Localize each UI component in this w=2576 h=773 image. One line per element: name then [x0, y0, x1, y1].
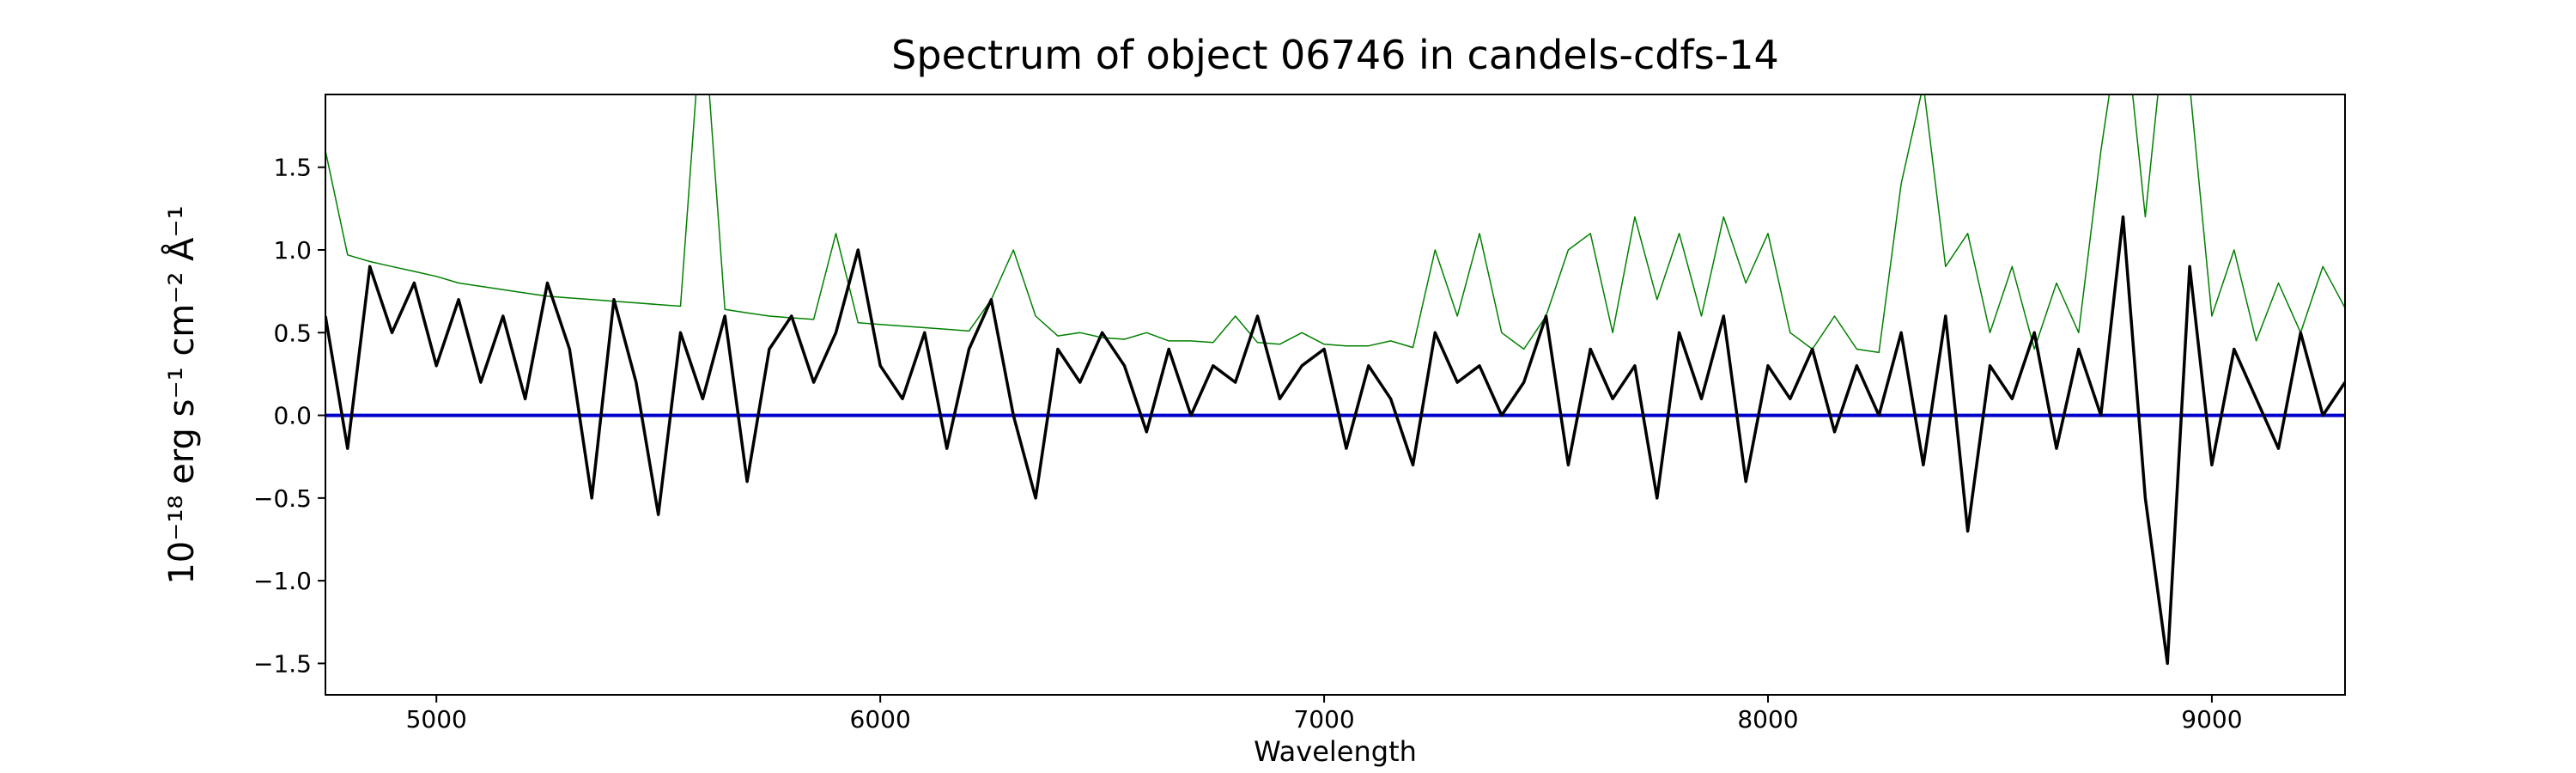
y-tick-label: −1.0 [253, 567, 312, 595]
spectrum-line [325, 215, 2345, 666]
spectrum-line [325, 94, 2345, 354]
x-tick-label: 7000 [1293, 705, 1354, 733]
y-tick-label: 0.0 [273, 402, 312, 430]
axes-frame [325, 94, 2346, 696]
plot-lines [325, 94, 2345, 666]
y-tick-label: 1.0 [273, 236, 312, 265]
y-axis-label: 10⁻¹⁸ erg s⁻¹ cm⁻² Å⁻¹ [161, 205, 202, 584]
x-tick-label: 9000 [2181, 705, 2242, 733]
y-tick-label: −1.5 [253, 649, 312, 678]
y-tick-label: −0.5 [253, 484, 312, 513]
x-tick-label: 8000 [1737, 705, 1798, 733]
x-tick-label: 5000 [406, 705, 467, 733]
y-tick-label: 1.5 [273, 154, 312, 182]
x-axis-label: Wavelength [1254, 735, 1417, 768]
y-tick-label: 0.5 [273, 319, 312, 347]
chart-title: Spectrum of object 06746 in candels-cdfs… [891, 32, 1779, 78]
x-tick-label: 6000 [850, 705, 911, 733]
